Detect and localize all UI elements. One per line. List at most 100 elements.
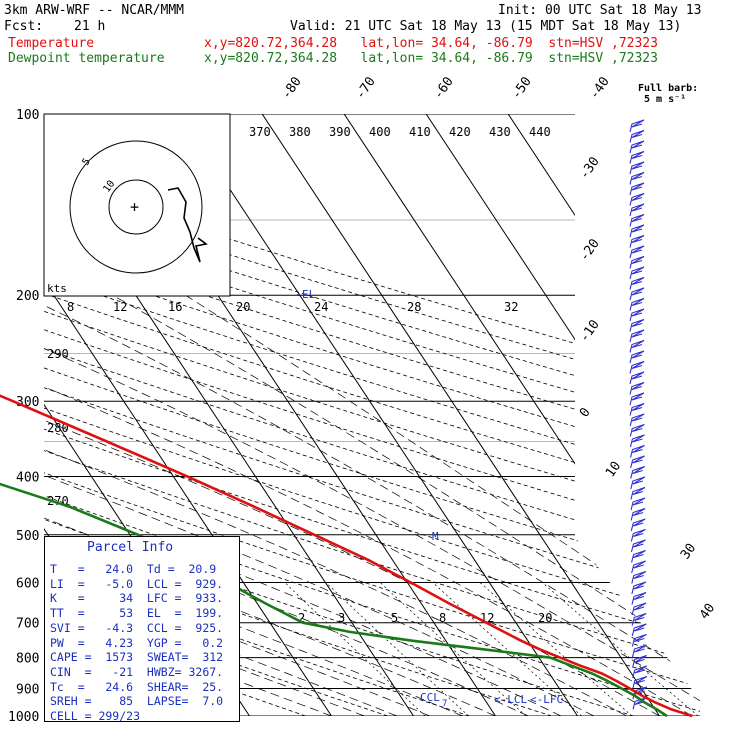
wind-barb (631, 570, 647, 584)
speed-tick-label: 24 (314, 300, 328, 314)
wind-barb (631, 633, 647, 647)
mixing-ratio-line (541, 582, 699, 716)
wind-barb (629, 339, 645, 353)
wind-barb (631, 581, 647, 595)
pressure-label: 600 (16, 576, 39, 591)
moist-adiabat (44, 294, 627, 716)
hodograph-ring (108, 179, 164, 235)
wind-barb (630, 486, 646, 500)
isotherm-label: -20 (577, 236, 603, 264)
wind-barb (631, 612, 647, 626)
dry-adiabat (44, 114, 700, 716)
full-barb-units: 5 m s⁻¹ (644, 94, 687, 105)
dewpoint-location: x,y=820.72,364.28 lat,lon= 34.64, -86.79… (204, 51, 658, 66)
pressure-label: 700 (16, 617, 39, 632)
hodograph-trace (167, 187, 208, 263)
hodograph-ring-label: 5 (80, 156, 92, 167)
wind-barb (629, 329, 645, 343)
theta-label: 410 (409, 125, 431, 139)
full-barb-label: Full barb: (638, 83, 699, 94)
wind-barb (629, 297, 645, 311)
pressure-label: 300 (16, 395, 39, 410)
isotherm-label: 30 (678, 541, 699, 562)
parcel-info-box: Parcel Info T = 24.0 Td = 20.9 LI = -5.0 … (44, 536, 240, 724)
pressure-label: 500 (16, 529, 39, 544)
isotherm (0, 114, 4, 716)
theta-label: 400 (369, 125, 391, 139)
wind-barb (630, 518, 646, 532)
wind-barb (629, 213, 645, 227)
dewpoint-profile (0, 482, 668, 718)
dry-adiabat (44, 114, 700, 716)
mixing-ratio-line (325, 582, 469, 716)
pressure-label: 900 (16, 682, 39, 697)
mixing-ratio-line (379, 582, 527, 716)
wind-barb (629, 402, 645, 416)
theta-label: 440 (529, 125, 551, 139)
wind-barb (629, 444, 645, 458)
isotherm-label: -70 (353, 74, 379, 102)
wind-barb (629, 308, 645, 322)
wind-barb (629, 276, 645, 290)
m-marker: M (432, 530, 439, 543)
wind-barb (629, 119, 645, 133)
isotherm (343, 114, 700, 716)
parcel-info-row: T = 24.0 Td = 20.9 (50, 562, 217, 576)
pressure-label: 400 (16, 470, 39, 485)
theta-label: 420 (449, 125, 471, 139)
isotherm-label: -30 (577, 154, 603, 182)
wind-barb (630, 465, 646, 479)
isotherm-label: -60 (431, 74, 457, 102)
wind-barb (629, 392, 645, 406)
wind-barb (630, 528, 646, 542)
wind-barb (631, 623, 647, 637)
wind-barb (629, 287, 645, 301)
wind-barb (629, 371, 645, 385)
wind-barb (631, 560, 646, 574)
wind-barb (629, 255, 645, 269)
isotherm (261, 114, 660, 716)
wind-barb (629, 203, 645, 217)
wind-barb (631, 591, 647, 605)
wind-barb (630, 507, 646, 521)
moist-adiabat (112, 294, 700, 716)
wind-barb (629, 182, 645, 196)
moist-adiabat (44, 294, 693, 716)
dry-adiabat (44, 114, 700, 716)
isotherm-label: 0 (577, 405, 594, 420)
dry-adiabat (44, 114, 700, 716)
lfc-label: <-LFC (530, 693, 563, 706)
hodograph-origin: + (130, 198, 139, 216)
dry-adiabat (44, 114, 700, 716)
parcel-info-row: LI = -5.0 LCL = 929. (50, 576, 224, 591)
moist-adiabat (44, 294, 365, 716)
pressure-label: 1000 (8, 710, 39, 725)
wind-barb (629, 150, 645, 164)
wind-barb (631, 644, 647, 658)
wind-barb (629, 381, 645, 395)
wind-barb (629, 413, 645, 427)
wind-barb (631, 549, 646, 563)
hodograph-ring (69, 140, 203, 274)
el-label: EL (302, 288, 316, 301)
parcel-info-row: SVI = -4.3 CCL = 925. (50, 620, 224, 635)
theta-e-label: 290 (47, 347, 69, 361)
model-title: 3km ARW-WRF -- NCAR/MMM (4, 3, 185, 18)
theta-label: 380 (289, 125, 311, 139)
theta-label: 370 (249, 125, 271, 139)
speed-tick-label: 20 (236, 300, 250, 314)
pressure-label: 100 (16, 108, 39, 123)
parcel-info-row: CIN = -21 HWBZ= 3267. (50, 664, 224, 679)
parcel-info-row: CELL = 299/23 (50, 709, 141, 724)
el-marker: - (295, 287, 302, 301)
isotherm (507, 114, 700, 716)
wind-barb (631, 602, 647, 616)
theta-label: 430 (489, 125, 511, 139)
isotherm-label: 40 (697, 601, 718, 622)
wind-barb (629, 434, 645, 448)
moist-adiabat (44, 294, 700, 716)
sounding-series (0, 394, 693, 718)
dry-adiabat (44, 114, 700, 716)
isotherm (179, 114, 578, 716)
